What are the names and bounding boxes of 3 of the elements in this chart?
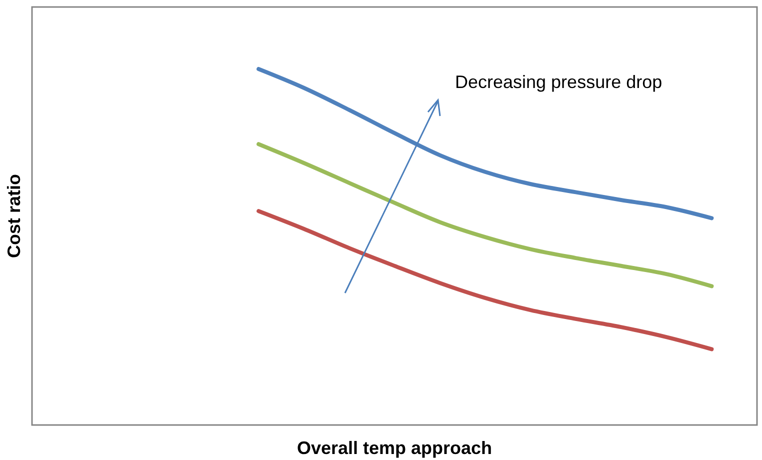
x-axis-title: Overall temp approach xyxy=(296,438,492,458)
y-axis-title: Cost ratio xyxy=(4,174,24,258)
annotation: Decreasing pressure drop xyxy=(455,72,662,92)
